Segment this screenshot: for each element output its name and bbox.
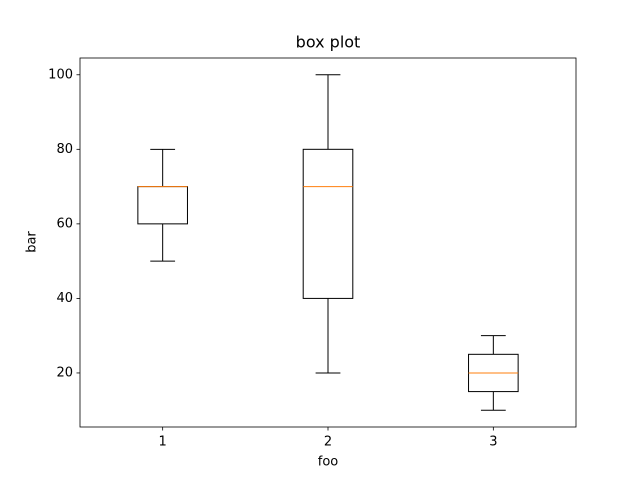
y-tick-label: 60 xyxy=(56,216,73,231)
x-axis-label: foo xyxy=(318,455,339,470)
y-tick-label: 40 xyxy=(56,291,73,306)
plot-frame xyxy=(79,57,577,428)
x-tick-label: 2 xyxy=(324,435,332,450)
y-axis-label: bar xyxy=(25,231,40,253)
box xyxy=(302,148,354,299)
chart-title: box plot xyxy=(296,33,361,52)
x-tick-label: 3 xyxy=(489,435,497,450)
y-tick-label: 100 xyxy=(48,67,73,82)
x-tick-label: 1 xyxy=(159,435,167,450)
y-tick-label: 80 xyxy=(56,142,73,157)
y-tick-label: 20 xyxy=(56,365,73,380)
